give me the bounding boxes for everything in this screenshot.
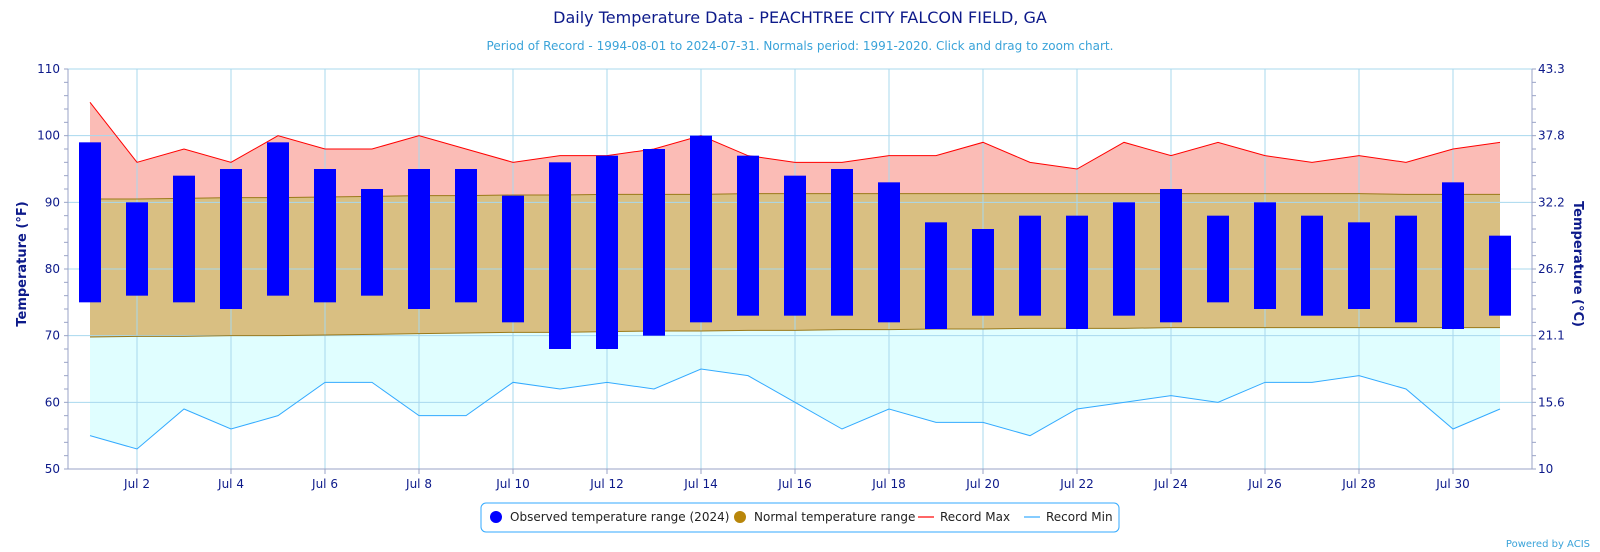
observed-range-bar <box>1066 215 1088 329</box>
observed-range-bar <box>126 202 148 296</box>
x-tick-label: Jul 6 <box>311 477 338 491</box>
observed-range-bar <box>502 195 524 323</box>
x-tick-label: Jul 16 <box>777 477 812 491</box>
x-tick-label: Jul 24 <box>1153 477 1188 491</box>
legend-item: Normal temperature range <box>734 510 915 524</box>
observed-range-bar <box>361 189 383 296</box>
observed-range-bar <box>1160 189 1182 323</box>
x-tick-label: Jul 14 <box>683 477 718 491</box>
record-max-area <box>90 102 1500 199</box>
observed-range-bar <box>784 175 806 316</box>
legend: Observed temperature range (2024) Normal … <box>480 502 1120 533</box>
observed-range-bar <box>1442 182 1464 329</box>
observed-range-bar <box>972 229 994 316</box>
chart-title: Daily Temperature Data - PEACHTREE CITY … <box>553 8 1047 27</box>
observed-range-bar <box>455 169 477 303</box>
legend-label: Record Min <box>1046 510 1113 524</box>
y-tick-label-left: 80 <box>45 262 60 276</box>
x-tick-label: Jul 20 <box>965 477 1000 491</box>
observed-range-bar <box>1207 215 1229 303</box>
observed-range-bar <box>408 169 430 309</box>
legend-swatch <box>490 511 502 523</box>
y-tick-label-right: 10 <box>1538 462 1553 476</box>
x-tick-label: Jul 28 <box>1341 477 1376 491</box>
observed-range-bar <box>690 135 712 323</box>
legend-swatch <box>734 511 746 523</box>
observed-range-bar <box>737 155 759 316</box>
y-tick-label-right: 43.3 <box>1538 62 1565 76</box>
observed-range-bar <box>549 162 571 349</box>
legend-item: Observed temperature range (2024) <box>490 510 729 524</box>
plot-area[interactable]: 50 10 60 15.6 70 21.1 80 26.7 90 32.2 100 37.8 110 43… <box>37 62 1565 491</box>
x-tick-label: Jul 4 <box>217 477 244 491</box>
observed-range-bar <box>1254 202 1276 309</box>
record-max-line <box>89 102 1501 170</box>
observed-range-bar <box>643 149 665 336</box>
x-tick-label: Jul 2 <box>123 477 150 491</box>
legend-item: Record Min <box>1024 510 1113 524</box>
observed-range-bar <box>220 169 242 309</box>
y-tick-label-right: 21.1 <box>1538 329 1565 343</box>
legend-label: Record Max <box>940 510 1010 524</box>
x-tick-label: Jul 10 <box>495 477 530 491</box>
y-tick-label-right: 26.7 <box>1538 262 1565 276</box>
y-tick-label-left: 90 <box>45 195 60 209</box>
observed-range-bar <box>1489 235 1511 316</box>
y-tick-label-left: 50 <box>45 462 60 476</box>
observed-range-bar <box>1113 202 1135 316</box>
y-tick-label-right: 37.8 <box>1538 129 1565 143</box>
y-tick-label-left: 70 <box>45 329 60 343</box>
observed-range-bar <box>173 175 195 303</box>
observed-range-bar <box>1019 215 1041 316</box>
x-tick-label: Jul 12 <box>589 477 624 491</box>
observed-range-bar <box>314 169 336 303</box>
y-tick-label-left: 60 <box>45 395 60 409</box>
observed-range-bar <box>925 222 947 329</box>
legend-label: Normal temperature range <box>754 510 915 524</box>
record-min-line <box>89 368 1501 450</box>
legend-label: Observed temperature range (2024) <box>510 510 729 524</box>
y-tick-label-left: 100 <box>37 129 60 143</box>
observed-range-bar <box>267 142 289 296</box>
x-tick-label: Jul 8 <box>405 477 432 491</box>
y-axis-left-title: Temperature (°F) <box>15 201 30 326</box>
observed-range-bar <box>79 142 101 303</box>
observed-range-bar <box>596 155 618 349</box>
y-tick-label-right: 15.6 <box>1538 395 1565 409</box>
observed-range-bar <box>1395 215 1417 323</box>
normal-low-line <box>89 327 1500 338</box>
credit-link[interactable]: Powered by ACIS <box>1506 539 1590 550</box>
chart-subtitle: Period of Record - 1994-08-01 to 2024-07… <box>487 39 1114 53</box>
observed-range-bar <box>878 182 900 323</box>
legend-item: Record Max <box>918 510 1010 524</box>
x-tick-label: Jul 26 <box>1247 477 1282 491</box>
x-tick-label: Jul 22 <box>1059 477 1094 491</box>
x-tick-label: Jul 30 <box>1435 477 1470 491</box>
x-tick-label: Jul 18 <box>871 477 906 491</box>
observed-range-bar <box>831 169 853 316</box>
y-tick-label-right: 32.2 <box>1538 195 1565 209</box>
legend-box <box>480 502 1120 533</box>
observed-range-bar <box>1301 215 1323 316</box>
y-tick-label-left: 110 <box>37 62 60 76</box>
observed-range-bar <box>1348 222 1370 309</box>
y-axis-right-title: Temperature (°C) <box>1570 201 1585 327</box>
